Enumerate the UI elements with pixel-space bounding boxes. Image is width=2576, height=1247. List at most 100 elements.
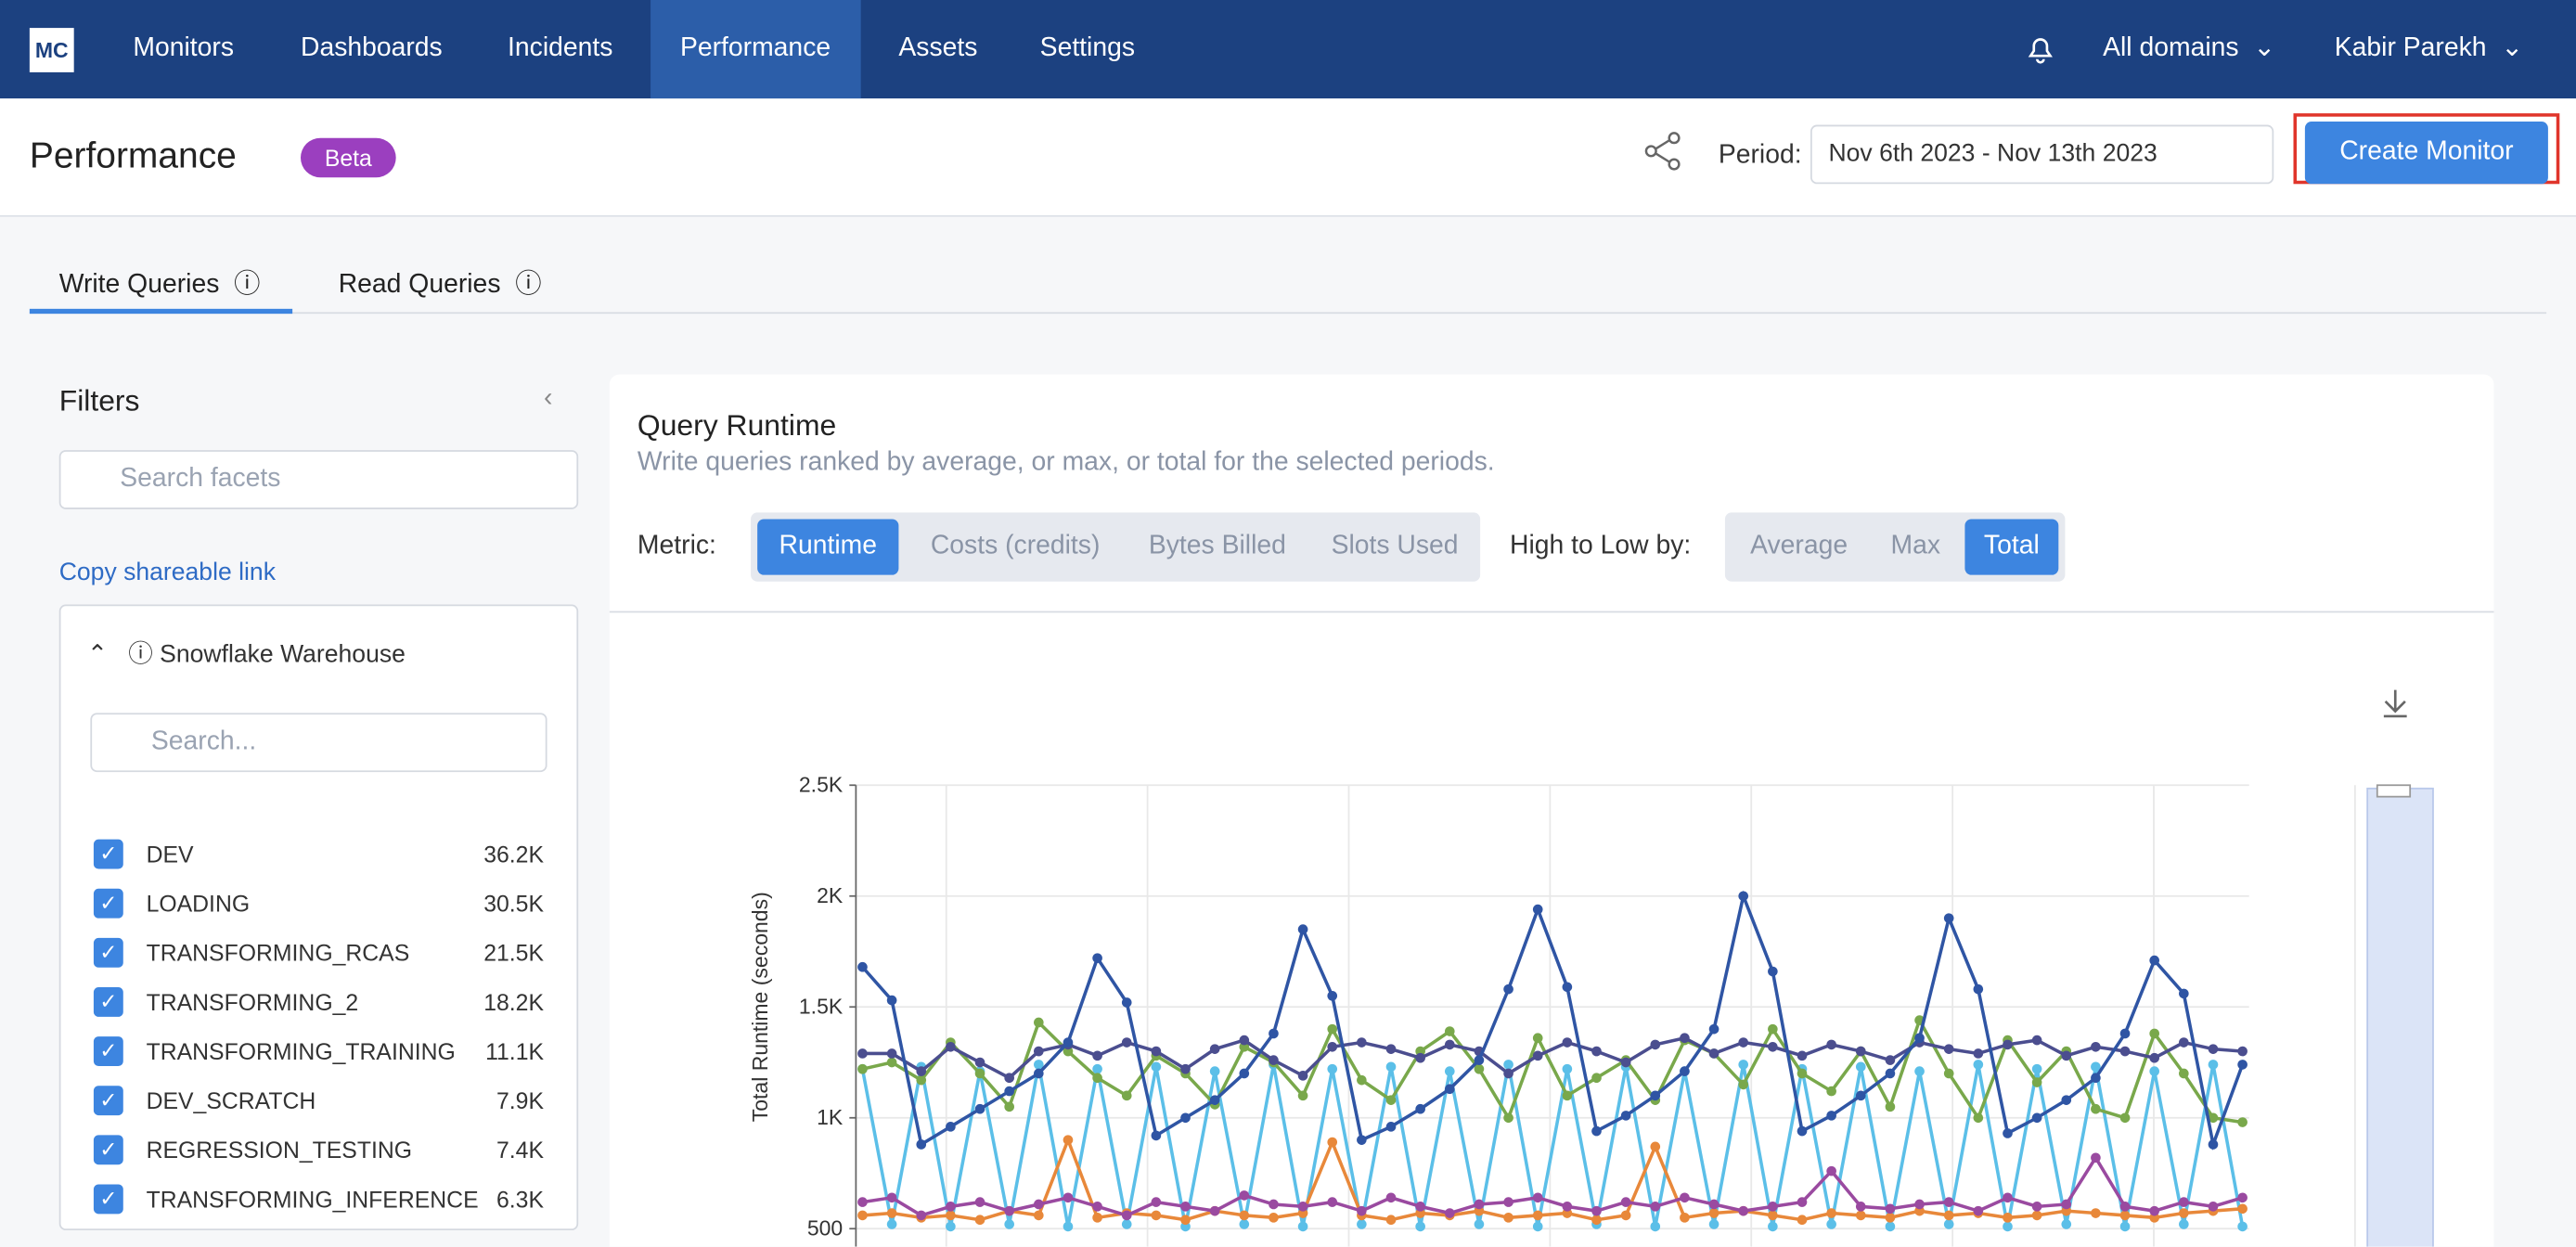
series-line <box>862 1154 2244 1217</box>
data-point <box>1855 1046 1866 1057</box>
domain-select[interactable]: All domains ⌄ <box>2103 34 2276 63</box>
collapse-icon[interactable]: ‹ <box>544 384 553 413</box>
download-icon[interactable] <box>2383 689 2407 718</box>
facet-item-count: 6.3K <box>496 1186 545 1213</box>
segment-active[interactable]: Total <box>1964 519 2059 575</box>
checkbox[interactable]: ✓ <box>93 987 123 1017</box>
data-point <box>1327 1023 1338 1035</box>
segment[interactable]: Max <box>1890 532 1941 560</box>
series-line <box>862 1035 2243 1080</box>
data-point <box>1973 1112 1984 1124</box>
nav-item-active[interactable]: Performance <box>650 0 860 99</box>
nav-item[interactable]: Incidents <box>508 34 613 63</box>
data-point <box>1327 1063 1338 1074</box>
zoom-slider[interactable] <box>2366 787 2434 1247</box>
data-point <box>1503 983 1513 995</box>
facet-item-search[interactable]: Search... <box>90 713 547 773</box>
data-point <box>1474 1199 1485 1210</box>
bell-icon[interactable] <box>2024 32 2056 65</box>
segment[interactable]: Bytes Billed <box>1148 532 1286 560</box>
chart: Total Runtime (seconds) 500 1K 1.5K 2K 2.5K <box>748 689 2434 1247</box>
panel-divider <box>609 611 2494 613</box>
data-point <box>1297 1071 1308 1081</box>
create-monitor-button[interactable]: Create Monitor <box>2304 122 2548 185</box>
data-point <box>1562 982 1573 993</box>
checkbox[interactable]: ✓ <box>93 1036 123 1066</box>
data-point <box>1180 1112 1191 1124</box>
period-input[interactable]: Nov 6th 2023 - Nov 13th 2023 <box>1810 124 2274 185</box>
data-point <box>1121 997 1132 1008</box>
data-point <box>2003 1128 2013 1138</box>
data-point <box>2237 1203 2248 1215</box>
data-point <box>1826 1039 1836 1050</box>
data-point <box>1415 1103 1425 1114</box>
data-point <box>1943 1210 1954 1221</box>
data-point <box>1650 1202 1661 1212</box>
data-point <box>974 1103 985 1114</box>
segment[interactable]: Average <box>1750 532 1848 560</box>
data-point <box>1620 1197 1631 1207</box>
data-point <box>2179 1068 2189 1079</box>
facet-search[interactable]: Search facets <box>58 450 579 509</box>
data-point <box>2091 1152 2101 1163</box>
data-point <box>886 1048 897 1059</box>
data-point <box>1004 1086 1014 1097</box>
data-point <box>1797 1125 1808 1137</box>
checkbox[interactable]: ✓ <box>93 888 123 919</box>
data-point <box>1562 1090 1573 1101</box>
data-point <box>1444 1026 1455 1036</box>
data-point <box>1034 1017 1044 1028</box>
nav-item[interactable]: Assets <box>898 34 978 63</box>
data-point <box>1503 1060 1513 1070</box>
checkbox[interactable]: ✓ <box>93 1184 123 1215</box>
user-menu[interactable]: Kabir Parekh ⌄ <box>2334 34 2523 63</box>
nav-item[interactable]: Monitors <box>133 34 235 63</box>
checkbox[interactable]: ✓ <box>93 1086 123 1116</box>
data-point <box>1797 1215 1808 1226</box>
data-point <box>916 1210 927 1221</box>
share-icon[interactable] <box>1642 130 1685 173</box>
panel-subtitle: Write queries ranked by average, or max,… <box>637 448 1495 477</box>
copy-link[interactable]: Copy shareable link <box>58 558 276 587</box>
segment-active[interactable]: Runtime <box>757 519 899 575</box>
data-point <box>1327 1041 1338 1052</box>
badge: Beta <box>300 137 396 178</box>
data-point <box>1591 1205 1602 1216</box>
data-point <box>2119 1112 2131 1124</box>
data-point <box>1885 1213 1896 1223</box>
checkbox[interactable]: ✓ <box>93 1135 123 1165</box>
data-point <box>2119 1046 2131 1057</box>
data-point <box>1297 1090 1308 1101</box>
data-point <box>1034 1210 1044 1221</box>
data-point <box>1385 1061 1397 1073</box>
tab[interactable]: Read Queries ⓘ <box>338 271 542 300</box>
data-point <box>1708 1219 1719 1229</box>
chart-panel: Query Runtime Write queries ranked by av… <box>609 374 2494 1247</box>
data-point <box>1063 1037 1074 1048</box>
data-point <box>886 995 897 1006</box>
data-point <box>1532 1192 1543 1203</box>
facet-item-count: 11.1K <box>485 1037 545 1065</box>
data-point <box>974 1057 985 1068</box>
data-point <box>1063 1192 1074 1203</box>
facet-title[interactable]: ⌃ ⓘ Snowflake Warehouse <box>86 640 406 669</box>
data-point <box>1121 1210 1132 1221</box>
data-point <box>2061 1199 2072 1210</box>
data-point <box>1004 1073 1014 1084</box>
data-point <box>1826 1165 1836 1176</box>
nav-item[interactable]: Dashboards <box>300 34 443 63</box>
data-point <box>1768 1023 1778 1035</box>
segment[interactable]: Slots Used <box>1331 532 1459 560</box>
data-point <box>1973 983 1984 995</box>
data-point <box>1797 1068 1808 1079</box>
checkbox[interactable]: ✓ <box>93 839 123 869</box>
zoom-handle[interactable] <box>2376 784 2412 798</box>
tab[interactable]: Write Queries ⓘ <box>58 271 261 300</box>
segment[interactable]: Costs (credits) <box>930 532 1101 560</box>
data-point <box>1885 1068 1896 1079</box>
logo[interactable]: MC <box>29 28 74 72</box>
data-point <box>1768 1041 1778 1052</box>
nav-item[interactable]: Settings <box>1039 34 1136 63</box>
checkbox[interactable]: ✓ <box>93 937 123 968</box>
